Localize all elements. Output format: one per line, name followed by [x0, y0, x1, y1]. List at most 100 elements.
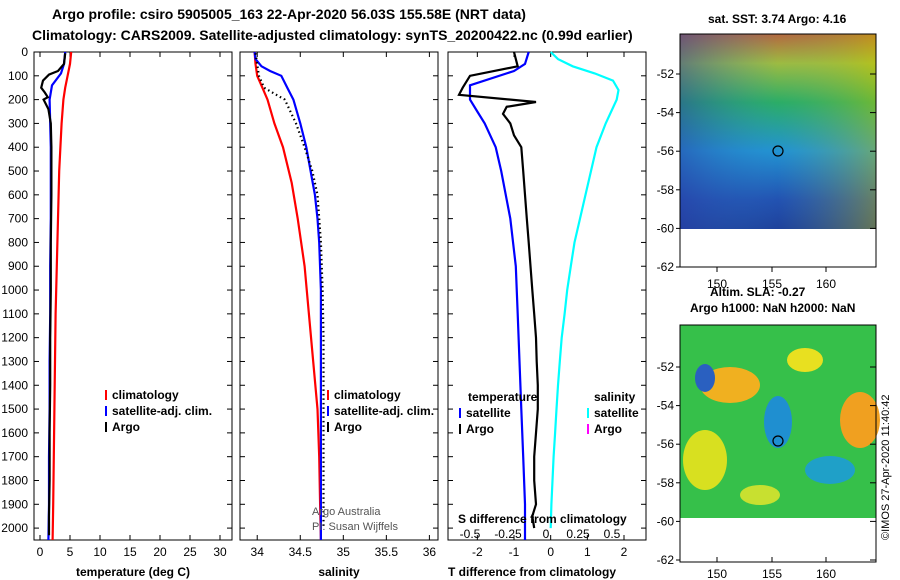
x-tick-label: 0 [37, 545, 44, 559]
y-tick-label: 100 [8, 69, 28, 83]
series-line-temperature-argo [457, 51, 539, 529]
chart-title-line1: Argo profile: csiro 5905005_163 22-Apr-2… [52, 6, 526, 22]
y-tick-label: 2000 [1, 521, 28, 535]
x-tick-label: 36 [423, 545, 437, 559]
series-line-argo [40, 53, 67, 536]
sla-anomaly-high [740, 485, 780, 505]
map-x-tick-label: 150 [707, 567, 727, 580]
legend-label: satellite-adj. clim. [334, 404, 434, 418]
legend-label: satellite [466, 406, 511, 420]
x-tick-label: 1 [584, 545, 591, 559]
legend-label: satellite-adj. clim. [112, 404, 212, 418]
x-tick-label: 0 [547, 545, 554, 559]
x-tick-label: 10 [93, 545, 107, 559]
x-tick-label: 35.5 [375, 545, 399, 559]
map-y-tick-label: -58 [657, 476, 675, 490]
series-line-climatology [253, 51, 322, 541]
x-tick-label: 35 [337, 545, 351, 559]
sla-map-title-line1: Altim. SLA: -0.27 [710, 285, 806, 299]
legend-label: climatology [112, 388, 179, 402]
y-tick-label: 1400 [1, 378, 28, 392]
legend-label: Argo [334, 420, 362, 434]
sst-map-shading [680, 34, 876, 229]
x-axis-label: salinity [318, 565, 360, 579]
y-tick-label: 900 [8, 259, 28, 273]
chart-title-line2: Climatology: CARS2009. Satellite-adjuste… [32, 27, 633, 43]
x-tick-label: 25 [183, 545, 197, 559]
x-axis-label: temperature (deg C) [76, 565, 190, 579]
y-tick-label: 1000 [1, 283, 28, 297]
y-tick-label: 1500 [1, 402, 28, 416]
map-y-tick-label: -54 [657, 106, 675, 120]
y-tick-label: 1800 [1, 473, 28, 487]
y-tick-label: 1600 [1, 426, 28, 440]
sla-map [679, 324, 880, 563]
map-x-tick-label: 155 [762, 567, 782, 580]
map-y-tick-label: -52 [657, 67, 675, 81]
sla-map-nodata [680, 518, 876, 562]
plot-frame [33, 51, 233, 541]
map-y-tick-label: -58 [657, 183, 675, 197]
y-tick-label: 1300 [1, 354, 28, 368]
sst-argo-location-marker [772, 145, 784, 157]
argo-credit-text: PI: Susan Wijffels [312, 521, 398, 533]
map-x-tick-label: 150 [707, 277, 727, 291]
plot-frame [447, 51, 647, 541]
legend-label: Argo [594, 422, 622, 436]
y-tick-label: 200 [8, 93, 28, 107]
plot-frame [239, 51, 439, 541]
legend-label: Argo [112, 420, 140, 434]
x-tick-label: 20 [153, 545, 167, 559]
sla-anomaly-high [683, 430, 727, 490]
sla-anomaly-low [695, 364, 715, 392]
imos-credit: ©IMOS 27-Apr-2020 11:40:42 [880, 394, 892, 540]
y-tick-label: 300 [8, 116, 28, 130]
y-tick-label: 1900 [1, 497, 28, 511]
map-y-tick-label: -54 [657, 399, 675, 413]
secondary-axis-tick-label: 0 [543, 527, 550, 541]
map-y-tick-label: -56 [657, 437, 675, 451]
map-y-tick-label: -60 [657, 221, 675, 235]
map-y-tick-label: -52 [657, 360, 675, 374]
sla-anomaly-high [840, 392, 880, 448]
secondary-axis-label: S difference from climatology [458, 512, 627, 526]
series-line-temperature-satellite [468, 51, 530, 540]
legend-label: salinity [594, 390, 636, 404]
legend-label: Argo [466, 422, 494, 436]
x-tick-label: 34.5 [289, 545, 313, 559]
y-tick-label: 0 [21, 45, 28, 59]
sla-argo-location-marker [772, 435, 784, 447]
sst-map-frame [679, 33, 877, 268]
series-line-satellite-adj-clim- [253, 51, 322, 540]
x-axis-label: T difference from climatology [448, 565, 616, 579]
map-y-tick-label: -62 [657, 553, 675, 567]
legend-label: satellite [594, 406, 639, 420]
sla-anomaly-low [805, 456, 855, 484]
y-tick-label: 600 [8, 188, 28, 202]
x-tick-label: 34 [251, 545, 265, 559]
profile-charts: 0 5 10 15 20 25 300100200300400500600700800900… [1, 45, 647, 579]
x-tick-label: -2 [472, 545, 483, 559]
series-line-argo [254, 53, 325, 529]
y-tick-label: 400 [8, 140, 28, 154]
map-axis-labels: -52 -54 -56 -58 -60 -62 150 155 160 -52 -54 -56 -58 -… [657, 67, 876, 580]
x-tick-label: 15 [123, 545, 137, 559]
y-tick-label: 1100 [2, 307, 28, 321]
secondary-axis-tick-label: -0.25 [494, 527, 522, 541]
map-x-tick-label: 160 [816, 567, 836, 580]
y-tick-label: 500 [8, 164, 28, 178]
secondary-axis-tick-label: 0.5 [604, 527, 621, 541]
sla-anomaly-high [787, 348, 823, 372]
sst-map-title: sat. SST: 3.74 Argo: 4.16 [708, 12, 847, 26]
x-tick-label: 2 [621, 545, 628, 559]
secondary-axis-tick-label: 0.25 [566, 527, 590, 541]
series-line-climatology [51, 51, 73, 541]
legend-label: temperature [468, 390, 538, 404]
sla-map-title-line2: Argo h1000: NaN h2000: NaN [690, 301, 856, 315]
y-tick-label: 1200 [1, 331, 28, 345]
chart-panel-1: 0 5 10 15 20 25 300100200300400500600700800900… [1, 45, 233, 579]
y-tick-label: 700 [8, 212, 28, 226]
sst-map-nodata [680, 229, 876, 267]
chart-panel-2: 34 34.5 35 35.5 36 salinity [239, 51, 439, 579]
